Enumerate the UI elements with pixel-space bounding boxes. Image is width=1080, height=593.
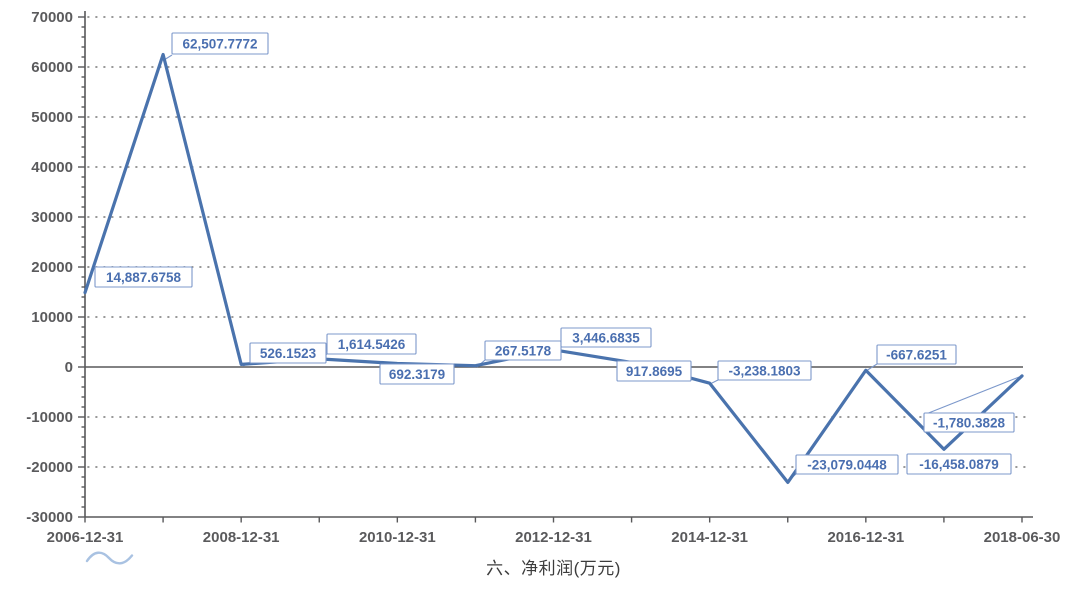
data-label-text: -1,780.3828	[933, 415, 1006, 430]
data-label-text: 1,614.5426	[338, 337, 406, 352]
data-label-box	[906, 453, 1012, 475]
data-label: 917.8695	[616, 360, 692, 382]
data-label-text: 62,507.7772	[182, 36, 257, 51]
data-label-box	[326, 333, 417, 355]
leader-line	[925, 376, 1020, 415]
x-axis-tick-label: 2012-12-31	[515, 529, 592, 546]
y-axis-tick-label: 10000	[31, 309, 73, 326]
data-label-text: 14,887.6758	[106, 270, 182, 285]
x-axis-tick-label: 2010-12-31	[359, 529, 436, 546]
x-axis-tick-label: 2018-06-30	[984, 529, 1061, 546]
data-label: -1,780.3828	[923, 412, 1015, 433]
data-label-box	[616, 360, 692, 382]
data-label-box	[94, 266, 193, 288]
y-axis-tick-label: 60000	[31, 59, 73, 76]
data-label-box	[171, 32, 269, 55]
y-axis-tick-label: 50000	[31, 109, 73, 126]
series-line-net-profit	[83, 52, 1024, 484]
data-label-box	[717, 360, 812, 381]
data-label-text: 526.1523	[260, 346, 317, 361]
data-label-text: -3,238.1803	[728, 363, 801, 378]
y-axis-tick-label: 70000	[31, 9, 73, 26]
data-label: -16,458.0879	[906, 453, 1012, 475]
data-label-box	[249, 342, 327, 364]
data-label: 14,887.6758	[94, 266, 193, 288]
x-axis-ticks: 2006-12-31 2008-12-31 2010-12-31 2012-12-31…	[47, 517, 1061, 546]
y-axis-tick-label: 40000	[31, 159, 73, 176]
gridlines	[87, 16, 1026, 468]
data-label-box	[560, 327, 652, 348]
data-label: 267.5178	[484, 340, 562, 361]
data-label-box	[484, 340, 562, 361]
data-label-text: -16,458.0879	[919, 457, 999, 472]
data-label-text: -667.6251	[886, 347, 947, 362]
data-label-text: 917.8695	[626, 364, 683, 379]
data-label-text: 692.3179	[389, 367, 445, 382]
legend-item-net-profit[interactable]: 六、净利润(万元)	[85, 549, 1022, 583]
data-label: 526.1523	[249, 342, 327, 364]
data-label-text: -23,079.0448	[807, 457, 887, 472]
y-axis-tick-label: -10000	[26, 409, 73, 426]
data-label: -23,079.0448	[795, 454, 899, 475]
y-axis-tick-label: 20000	[31, 259, 73, 276]
x-axis-tick-label: 2016-12-31	[827, 529, 904, 546]
y-axis-tick-label: -30000	[26, 509, 73, 526]
axes	[84, 11, 1033, 518]
data-label: -3,238.1803	[717, 360, 812, 381]
data-label-box	[923, 412, 1015, 433]
y-axis-tick-label: 0	[65, 359, 73, 376]
data-label-box	[379, 363, 455, 385]
data-label-text: 267.5178	[495, 343, 552, 358]
y-axis-tick-label: -20000	[26, 459, 73, 476]
data-label: 62,507.7772	[171, 32, 269, 55]
data-label: 3,446.6835	[560, 327, 652, 348]
data-label-text: 3,446.6835	[572, 330, 640, 345]
leader-line	[865, 363, 878, 372]
data-label: 1,614.5426	[326, 333, 417, 355]
legend-label: 六、净利润(万元)	[486, 558, 621, 578]
y-axis-tick-label: 30000	[31, 209, 73, 226]
line-series-wave-icon	[85, 551, 134, 565]
data-label: -667.6251	[876, 344, 957, 365]
x-axis-tick-label: 2014-12-31	[671, 529, 748, 546]
data-labels: 14,887.6758 62,507.7772 526.1523 1,614.5426…	[94, 32, 1015, 475]
data-label-box	[876, 344, 957, 365]
data-label-box	[795, 454, 899, 475]
y-axis-ticks: 70000 60000 50000 40000 30000 20000 10000 0 -100…	[26, 9, 85, 526]
x-axis-tick-label: 2008-12-31	[203, 529, 280, 546]
data-label: 692.3179	[379, 363, 455, 385]
x-axis-tick-label: 2006-12-31	[47, 529, 124, 546]
